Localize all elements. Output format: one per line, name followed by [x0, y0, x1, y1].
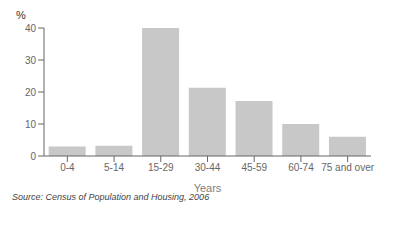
- svg-text:20: 20: [25, 87, 37, 98]
- html-text:Source: Census of Population a: Source: Census of Population and Housing…: [12, 192, 210, 202]
- svg-text:0-4: 0-4: [60, 162, 75, 173]
- svg-text:0: 0: [30, 151, 36, 162]
- svg-text:30: 30: [25, 55, 37, 66]
- svg-text:60-74: 60-74: [288, 162, 314, 173]
- svg-text:15-29: 15-29: [148, 162, 174, 173]
- svg-text:75 and over: 75 and over: [321, 162, 374, 173]
- svg-text:5-14: 5-14: [104, 162, 124, 173]
- svg-text:Years: Years: [194, 182, 222, 192]
- svg-text:30-44: 30-44: [195, 162, 221, 173]
- svg-text:45-59: 45-59: [241, 162, 267, 173]
- svg-text:40: 40: [25, 23, 37, 34]
- svg-text:10: 10: [25, 119, 37, 130]
